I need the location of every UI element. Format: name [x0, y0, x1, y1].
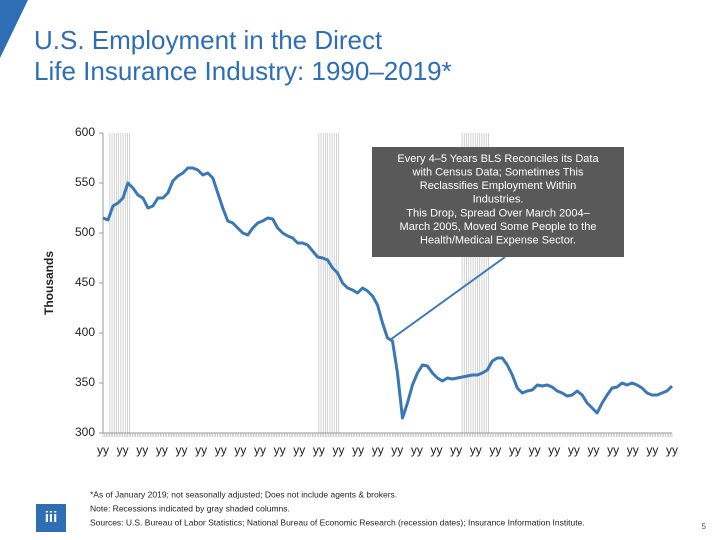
title-line: Life Insurance Industry: 1990–2019*	[34, 56, 452, 86]
x-tick-label: yy	[646, 443, 658, 457]
x-tick-label: yy	[175, 443, 187, 457]
x-tick-label: yy	[489, 443, 501, 457]
x-tick-label: yy	[352, 443, 364, 457]
x-tick-label: yy	[117, 443, 129, 457]
annotation-line: Every 4–5 Years BLS Reconciles its Data	[397, 153, 599, 165]
x-tick-label: yy	[548, 443, 560, 457]
corner-triangle	[0, 0, 28, 58]
annotation: Every 4–5 Years BLS Reconciles its Data w…	[397, 153, 599, 247]
title-line: U.S. Employment in the Direct	[34, 25, 383, 55]
footnote: Note: Recessions indicated by gray shade…	[90, 503, 290, 513]
x-tick-label: yy	[313, 443, 325, 457]
annotation-line: with Census Data; Sometimes This	[412, 167, 584, 179]
y-tick-label: 300	[75, 425, 95, 439]
x-tick-label: yy	[450, 443, 462, 457]
y-tick-label: 550	[75, 175, 95, 189]
x-tick-label: yy	[470, 443, 482, 457]
y-tick-label: 500	[75, 225, 95, 239]
x-tick-label: yy	[254, 443, 266, 457]
y-tick-label: 350	[75, 375, 95, 389]
annotation-line: March 2005, Moved Some People to the	[400, 221, 597, 233]
logo: iii	[45, 509, 58, 526]
x-tick-label: yy	[332, 443, 344, 457]
x-tick-label: yy	[411, 443, 423, 457]
x-tick-label: yy	[274, 443, 286, 457]
footnote: Sources: U.S. Bureau of Labor Statistics…	[90, 517, 585, 527]
x-tick-label: yy	[607, 443, 619, 457]
x-tick-label: yy	[391, 443, 403, 457]
x-tick-label: yy	[156, 443, 168, 457]
annotation-pointer	[389, 256, 506, 341]
x-tick-label: yy	[529, 443, 541, 457]
y-tick-label: 450	[75, 275, 95, 289]
x-tick-label: yy	[431, 443, 443, 457]
annotation-box	[372, 147, 624, 257]
annotation-line: Reclassifies Employment Within	[420, 180, 577, 192]
series-line	[102, 166, 674, 420]
annotation-line: Industries.	[473, 194, 524, 206]
y-tick-label: 400	[75, 325, 95, 339]
x-tick-label: yy	[372, 443, 384, 457]
x-tick-label: yy	[97, 443, 109, 457]
annotation-line: This Drop, Spread Over March 2004–	[406, 207, 590, 219]
y-axis-label: Thousands	[42, 251, 56, 315]
x-tick-label: yy	[195, 443, 207, 457]
x-tick-label: yy	[509, 443, 521, 457]
x-tick-label: yy	[666, 443, 678, 457]
y-tick-label: 600	[75, 125, 95, 139]
x-tick-label: yy	[136, 443, 148, 457]
x-tick-label: yy	[588, 443, 600, 457]
annotation-line: Health/Medical Expense Sector.	[420, 235, 576, 247]
page-number: 5	[702, 522, 707, 531]
x-tick-label: yy	[293, 443, 305, 457]
x-tick-label: yy	[568, 443, 580, 457]
logo-box	[36, 504, 66, 532]
x-tick-label: yy	[627, 443, 639, 457]
x-tick-label: yy	[234, 443, 246, 457]
x-tick-label: yy	[215, 443, 227, 457]
footnote: *As of January 2019; not seasonally adju…	[90, 489, 397, 499]
